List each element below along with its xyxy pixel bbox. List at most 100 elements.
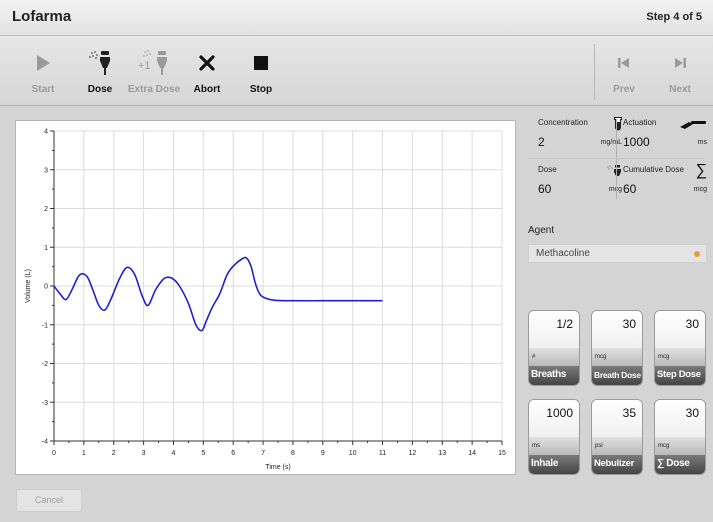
tile-name: ∑ Dose	[657, 458, 690, 469]
tile-name: Breaths	[531, 369, 567, 380]
abort-label: Abort	[193, 84, 221, 95]
tile-value: 30	[622, 317, 636, 331]
chart-svg: 0 1 2 3 4 5 6 7 8 9 10 11 12 13 14 15-4-3-2-101234Time …	[25, 129, 506, 472]
cumulative-dose-value: 60	[623, 182, 637, 196]
inhaler-icon	[677, 116, 707, 132]
tile-name: Step Dose	[657, 369, 701, 380]
x-tick-label: 5	[201, 450, 205, 457]
actuation-value: 1000	[623, 135, 650, 149]
cumulative-dose-unit: mcg	[693, 186, 707, 193]
toolbar-divider	[594, 44, 595, 100]
stop-button[interactable]: Stop	[240, 36, 282, 106]
x-tick-label: 8	[291, 450, 295, 457]
dose-info-unit: mcg	[609, 186, 622, 193]
x-tick-label: 7	[261, 450, 265, 457]
x-tick-label: 15	[498, 450, 506, 457]
skip-forward-icon	[660, 50, 700, 76]
extra-dose-label: Extra Dose	[127, 84, 181, 95]
cumulative-dose-cell: Cumulative Dose ∑ 60 mcg	[623, 160, 711, 202]
vial-icon	[602, 116, 622, 132]
x-tick-label: 12	[409, 450, 417, 457]
tile-inhale[interactable]: 1000 ms Inhale	[528, 399, 580, 475]
y-tick-label: 4	[44, 129, 48, 136]
info-divider-horizontal	[528, 158, 704, 159]
footer: Cancel	[0, 484, 713, 522]
tile-breaths[interactable]: 1/2 # Breaths	[528, 310, 580, 386]
actuation-cell: Actuation 1000 ms	[623, 113, 711, 155]
y-tick-label: 0	[44, 284, 48, 291]
agent-label: Agent	[528, 225, 555, 236]
y-tick-label: -2	[42, 361, 48, 368]
tile-step-dose[interactable]: 30 mcg Step Dose	[654, 310, 706, 386]
nebulizer-icon	[78, 50, 122, 76]
sigma-icon: ∑	[695, 162, 707, 179]
next-label: Next	[669, 84, 691, 95]
y-tick-label: 1	[44, 245, 48, 252]
actuation-unit: ms	[697, 139, 707, 146]
toolbar: Start Dose +1 Extra Dose	[0, 36, 713, 106]
volume-series-line	[53, 256, 383, 332]
agent-status-dot	[694, 251, 700, 257]
tile-breath-dose[interactable]: 30 mcg Breath Dose	[591, 310, 643, 386]
volume-chart: 0 1 2 3 4 5 6 7 8 9 10 11 12 13 14 15 -4 -3 -2 -1 0 1 2 3 4 Time …	[15, 120, 516, 475]
prev-button[interactable]: Prev	[604, 36, 644, 106]
tile-value: 1/2	[556, 317, 573, 331]
agent-value: Methacoline	[536, 248, 590, 259]
agent-field[interactable]: Methacoline	[528, 244, 707, 263]
dose-info-panel: Concentration 2 mg/mL Actuation 1000 ms …	[528, 113, 711, 203]
tile-unit: psi	[595, 443, 603, 449]
nebulizer-small-icon	[602, 163, 622, 179]
x-axis-label: Time (s)	[265, 464, 290, 471]
actuation-label: Actuation	[623, 118, 657, 127]
y-tick-label: -3	[42, 400, 48, 407]
tile-value: 35	[622, 406, 636, 420]
tile-sum-dose[interactable]: 30 mcg ∑ Dose	[654, 399, 706, 475]
y-tick-label: -4	[42, 439, 48, 446]
extra-dose-button[interactable]: +1 Extra Dose	[126, 36, 182, 106]
concentration-unit: mg/mL	[600, 139, 622, 146]
tile-unit: mcg	[658, 354, 670, 360]
next-button[interactable]: Next	[660, 36, 700, 106]
cancel-button[interactable]: Cancel	[16, 489, 82, 512]
tile-unit: #	[532, 354, 536, 360]
tile-name: Nebulizer	[594, 458, 635, 469]
dose-label: Dose	[87, 84, 113, 95]
x-tick-label: 2	[112, 450, 116, 457]
tile-unit: mcg	[658, 443, 670, 449]
title-bar: Lofarma Step 4 of 5	[0, 0, 713, 36]
x-tick-label: 4	[172, 450, 176, 457]
dose-info-value: 60	[538, 182, 552, 196]
y-tick-label: -1	[42, 322, 48, 329]
concentration-value: 2	[538, 135, 545, 149]
step-indicator: Step 4 of 5	[646, 11, 702, 23]
dose-cell: Dose 60 mcg	[538, 160, 626, 202]
tile-value: 30	[685, 406, 699, 420]
skip-back-icon	[604, 50, 644, 76]
x-tick-label: 10	[349, 450, 357, 457]
dose-info-label: Dose	[538, 165, 557, 174]
extra-nebulizer-icon: +1	[126, 50, 182, 76]
abort-button[interactable]: Abort	[186, 36, 228, 106]
tile-name: Breath Dose	[594, 370, 641, 380]
tile-name: Inhale	[531, 458, 559, 469]
app-title: Lofarma	[12, 8, 72, 25]
extra-dose-badge: +1	[138, 60, 151, 72]
y-axis-label: Volume (L)	[25, 269, 32, 303]
concentration-cell: Concentration 2 mg/mL	[538, 113, 626, 155]
x-tick-label: 0	[52, 450, 56, 457]
tile-unit: mcg	[595, 354, 607, 360]
close-icon	[186, 50, 228, 76]
x-tick-label: 6	[231, 450, 235, 457]
x-tick-label: 1	[82, 450, 86, 457]
tile-nebulizer[interactable]: 35 psi Nebulizer	[591, 399, 643, 475]
dose-button[interactable]: Dose	[78, 36, 122, 106]
stop-icon	[240, 50, 282, 76]
tile-unit: ms	[532, 443, 540, 449]
x-tick-label: 9	[321, 450, 325, 457]
x-tick-label: 13	[438, 450, 446, 457]
start-button[interactable]: Start	[20, 36, 66, 106]
y-tick-label: 2	[44, 206, 48, 213]
x-tick-label: 11	[379, 450, 386, 457]
x-tick-label: 14	[468, 450, 476, 457]
start-label: Start	[31, 84, 55, 95]
